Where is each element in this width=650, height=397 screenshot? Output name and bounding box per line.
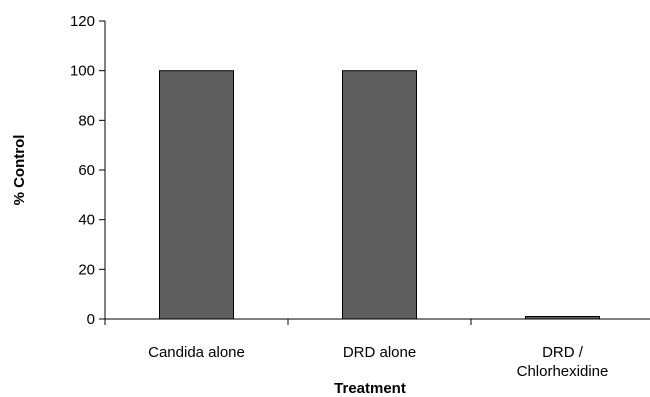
category-labels: Candida alone DRD alone DRD / Chlorhexidine: [148, 344, 608, 380]
y-tick-label: 100: [70, 63, 95, 80]
bars: [159, 70, 600, 320]
category-label-line: DRD /: [542, 344, 584, 361]
y-axis-title: % Control: [11, 135, 28, 206]
x-axis-title: Treatment: [334, 380, 406, 397]
y-tick-label: 80: [78, 112, 95, 129]
category-label-line: Chlorhexidine: [517, 363, 609, 380]
x-axis-ticks: [104, 319, 472, 325]
y-axis-ticks: 0 20 40 60 80 100 120: [70, 13, 105, 328]
bar-0: [159, 70, 234, 320]
category-label-2: DRD / Chlorhexidine: [517, 344, 609, 380]
category-label-1: DRD alone: [343, 344, 416, 361]
y-tick-label: 40: [78, 212, 95, 229]
y-tick-label: 20: [78, 261, 95, 278]
category-label-line: Candida alone: [148, 344, 245, 361]
axes: [104, 21, 650, 320]
y-tick-label: 60: [78, 162, 95, 179]
y-tick-label: 120: [70, 13, 95, 30]
bar-1: [342, 70, 417, 320]
category-label-0: Candida alone: [148, 344, 245, 361]
y-tick-label: 0: [87, 311, 95, 328]
category-label-line: DRD alone: [343, 344, 416, 361]
